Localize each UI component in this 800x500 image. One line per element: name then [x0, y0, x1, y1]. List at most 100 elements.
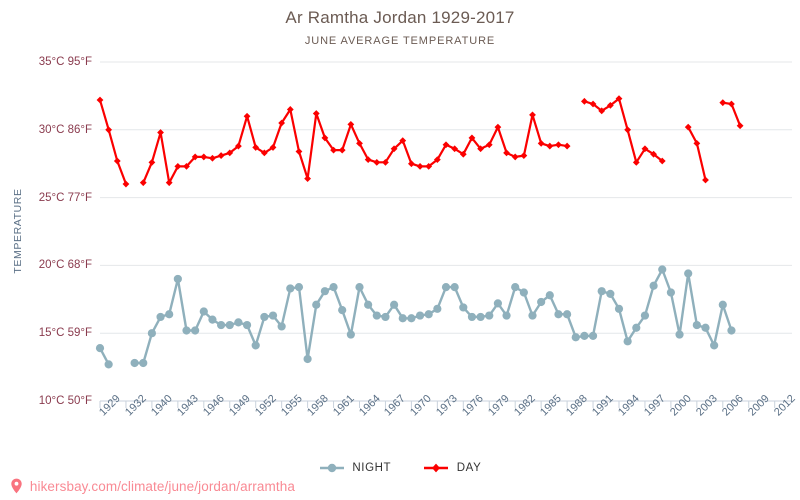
data-point [390, 145, 398, 153]
night-marker-icon [319, 463, 344, 473]
data-point [598, 107, 606, 115]
series-line [133, 268, 733, 365]
data-point [727, 326, 736, 335]
data-point [208, 315, 217, 324]
data-point [209, 154, 216, 162]
data-point [338, 146, 346, 154]
data-point [139, 358, 148, 368]
data-point [122, 180, 130, 188]
data-point [165, 310, 174, 319]
y-tick-label: 20°C 68°F [38, 259, 92, 272]
data-point [199, 307, 208, 316]
data-point [693, 139, 701, 147]
data-point [147, 329, 156, 338]
data-point [459, 150, 467, 158]
y-tick-label: 25°C 77°F [38, 191, 92, 204]
legend-label-night: NIGHT [352, 462, 392, 474]
data-point [433, 304, 442, 313]
location-pin-icon [11, 479, 22, 494]
data-point [545, 291, 554, 300]
chart-legend: NIGHT DAY [0, 462, 800, 474]
data-point [416, 163, 424, 170]
data-point [442, 141, 450, 149]
data-point [355, 282, 364, 292]
data-point [390, 300, 399, 309]
data-point [364, 300, 373, 309]
data-point [537, 139, 545, 147]
series-day [96, 95, 744, 188]
data-point [225, 320, 234, 330]
legend-item-night[interactable]: NIGHT [319, 462, 392, 474]
data-point [373, 158, 381, 166]
data-point [468, 134, 476, 142]
data-point [338, 306, 347, 315]
data-point [675, 330, 684, 339]
data-point [649, 281, 658, 290]
data-point [173, 274, 182, 284]
data-point [624, 126, 632, 134]
data-point [364, 156, 372, 164]
data-point [580, 331, 589, 341]
data-point [615, 95, 623, 103]
data-point [191, 153, 199, 161]
data-point [441, 282, 451, 292]
data-point [148, 158, 156, 166]
data-point [467, 312, 477, 322]
data-point [632, 158, 640, 166]
data-point [329, 282, 338, 292]
data-point [243, 112, 251, 120]
data-point [372, 311, 381, 320]
data-point [330, 146, 337, 154]
data-point [555, 141, 562, 149]
data-point [494, 123, 502, 131]
data-point [182, 326, 191, 335]
legend-label-day: DAY [456, 462, 482, 474]
data-point [346, 330, 355, 339]
data-point [235, 142, 242, 150]
data-point [485, 311, 494, 320]
data-point [666, 288, 676, 297]
data-point [606, 289, 615, 298]
data-point [183, 163, 190, 170]
data-point [294, 282, 304, 292]
data-point [493, 299, 502, 308]
data-point [157, 129, 164, 136]
data-point [658, 265, 667, 274]
data-point [692, 320, 701, 330]
data-point [156, 312, 165, 322]
y-tick-label: 30°C 86°F [38, 123, 92, 136]
data-point [278, 119, 286, 127]
data-point [433, 156, 441, 164]
data-point [589, 100, 597, 108]
data-point [736, 122, 744, 130]
data-point [451, 145, 459, 153]
data-point [217, 152, 225, 159]
data-point [303, 354, 312, 364]
data-point [268, 311, 278, 320]
data-point [485, 141, 493, 149]
data-point [529, 111, 536, 119]
data-point [381, 312, 390, 322]
data-point [632, 323, 641, 332]
series-line [98, 98, 128, 186]
data-point [104, 360, 113, 369]
data-point [312, 110, 320, 117]
data-point [295, 148, 303, 155]
data-point [571, 333, 580, 342]
source-url[interactable]: hikersbay.com/climate/june/jordan/arramt… [10, 478, 295, 494]
data-point [251, 341, 260, 350]
data-point [503, 149, 510, 157]
data-point [563, 310, 572, 319]
data-point [260, 312, 269, 322]
data-point [614, 304, 624, 313]
data-point [702, 176, 709, 184]
data-point [242, 320, 252, 330]
data-point [95, 344, 105, 353]
series-line [142, 108, 569, 184]
data-point [269, 144, 277, 151]
data-point [528, 311, 537, 320]
data-point [234, 318, 243, 327]
data-point [424, 310, 433, 319]
legend-item-day[interactable]: DAY [423, 462, 481, 474]
